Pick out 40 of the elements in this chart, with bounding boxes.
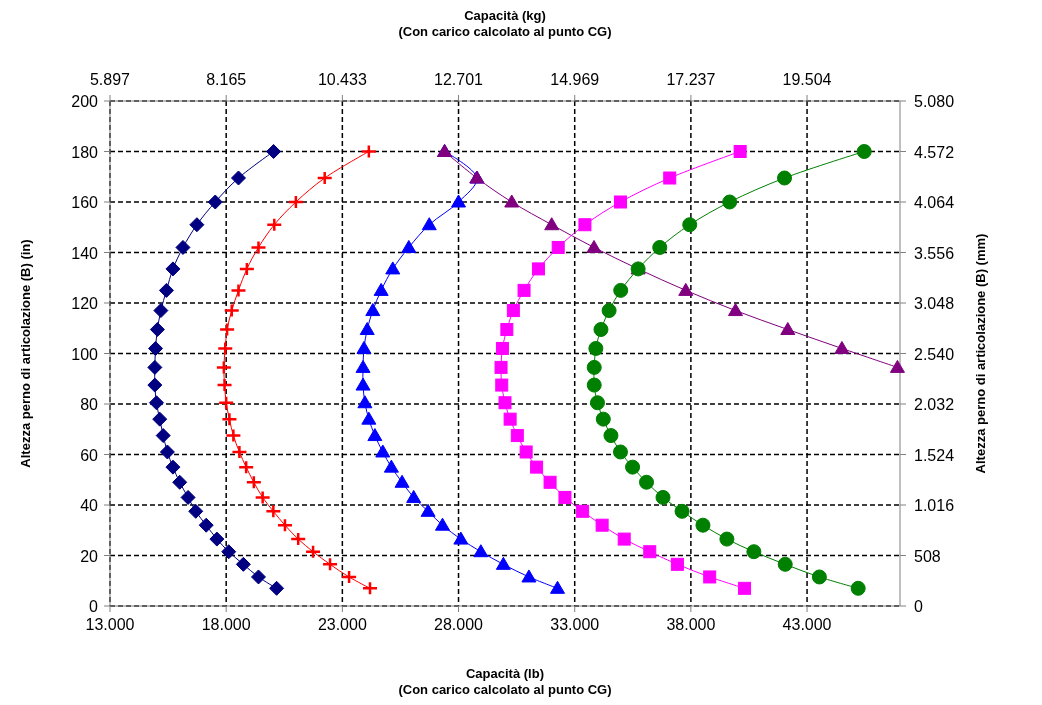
y-tick-label: 80 <box>80 396 99 413</box>
x-tick-label: 43.000 <box>782 616 832 633</box>
y-tick-label: 0 <box>89 598 99 615</box>
x2-tick-label: 10.433 <box>317 71 367 88</box>
x-tick-label: 38.000 <box>666 616 716 633</box>
y-tick-label: 20 <box>80 547 99 565</box>
y-tick-label: 180 <box>71 143 99 161</box>
y2-tick-label: 3.048 <box>914 295 955 312</box>
x2-tick-label: 8.165 <box>206 71 247 88</box>
x2-axis-title: Capacità (kg) (Con carico calcolato al punto CG) <box>398 8 612 39</box>
x-axis-title: Capacità (lb) (Con carico calcolato al punto CG) <box>398 666 612 697</box>
y2-tick-label: 2.540 <box>914 345 955 363</box>
y-tick-label: 100 <box>71 345 99 363</box>
x2-tick-label: 5.897 <box>89 71 131 88</box>
y-tick-label: 200 <box>71 93 99 110</box>
y-tick-label: 160 <box>71 194 99 211</box>
y2-tick-label: 1.016 <box>914 497 955 514</box>
y2-tick-label: 508 <box>914 547 941 565</box>
x-tick-label: 13.000 <box>85 616 135 633</box>
y-tick-label: 120 <box>71 295 99 312</box>
y2-tick-label: 5.080 <box>914 93 955 110</box>
y2-tick-label: 4.064 <box>914 194 955 211</box>
y2-tick-label: 2.032 <box>914 396 955 413</box>
y2-tick-label: 3.556 <box>914 244 955 262</box>
x2-tick-label: 17.237 <box>666 71 716 88</box>
y2-tick-label: 4.572 <box>914 143 955 161</box>
y-tick-label: 60 <box>80 446 99 464</box>
x-tick-label: 28.000 <box>434 616 484 633</box>
x2-tick-label: 12.701 <box>434 71 484 88</box>
y-tick-label: 40 <box>80 497 99 514</box>
y-tick-label: 140 <box>71 244 99 262</box>
x-tick-label: 33.000 <box>550 616 600 633</box>
x-tick-label: 18.000 <box>201 616 251 633</box>
x-tick-label: 23.000 <box>317 616 367 633</box>
y2-axis-title: Altezza perno di articolazione (B) (mm) <box>973 233 988 474</box>
x2-tick-label: 14.969 <box>550 71 600 88</box>
y2-tick-label: 1.524 <box>914 446 955 464</box>
y2-tick-label: 0 <box>914 598 923 615</box>
x2-tick-label: 19.504 <box>782 71 832 88</box>
y-axis-title: Altezza perno di articolazione (B) (in) <box>18 239 33 468</box>
